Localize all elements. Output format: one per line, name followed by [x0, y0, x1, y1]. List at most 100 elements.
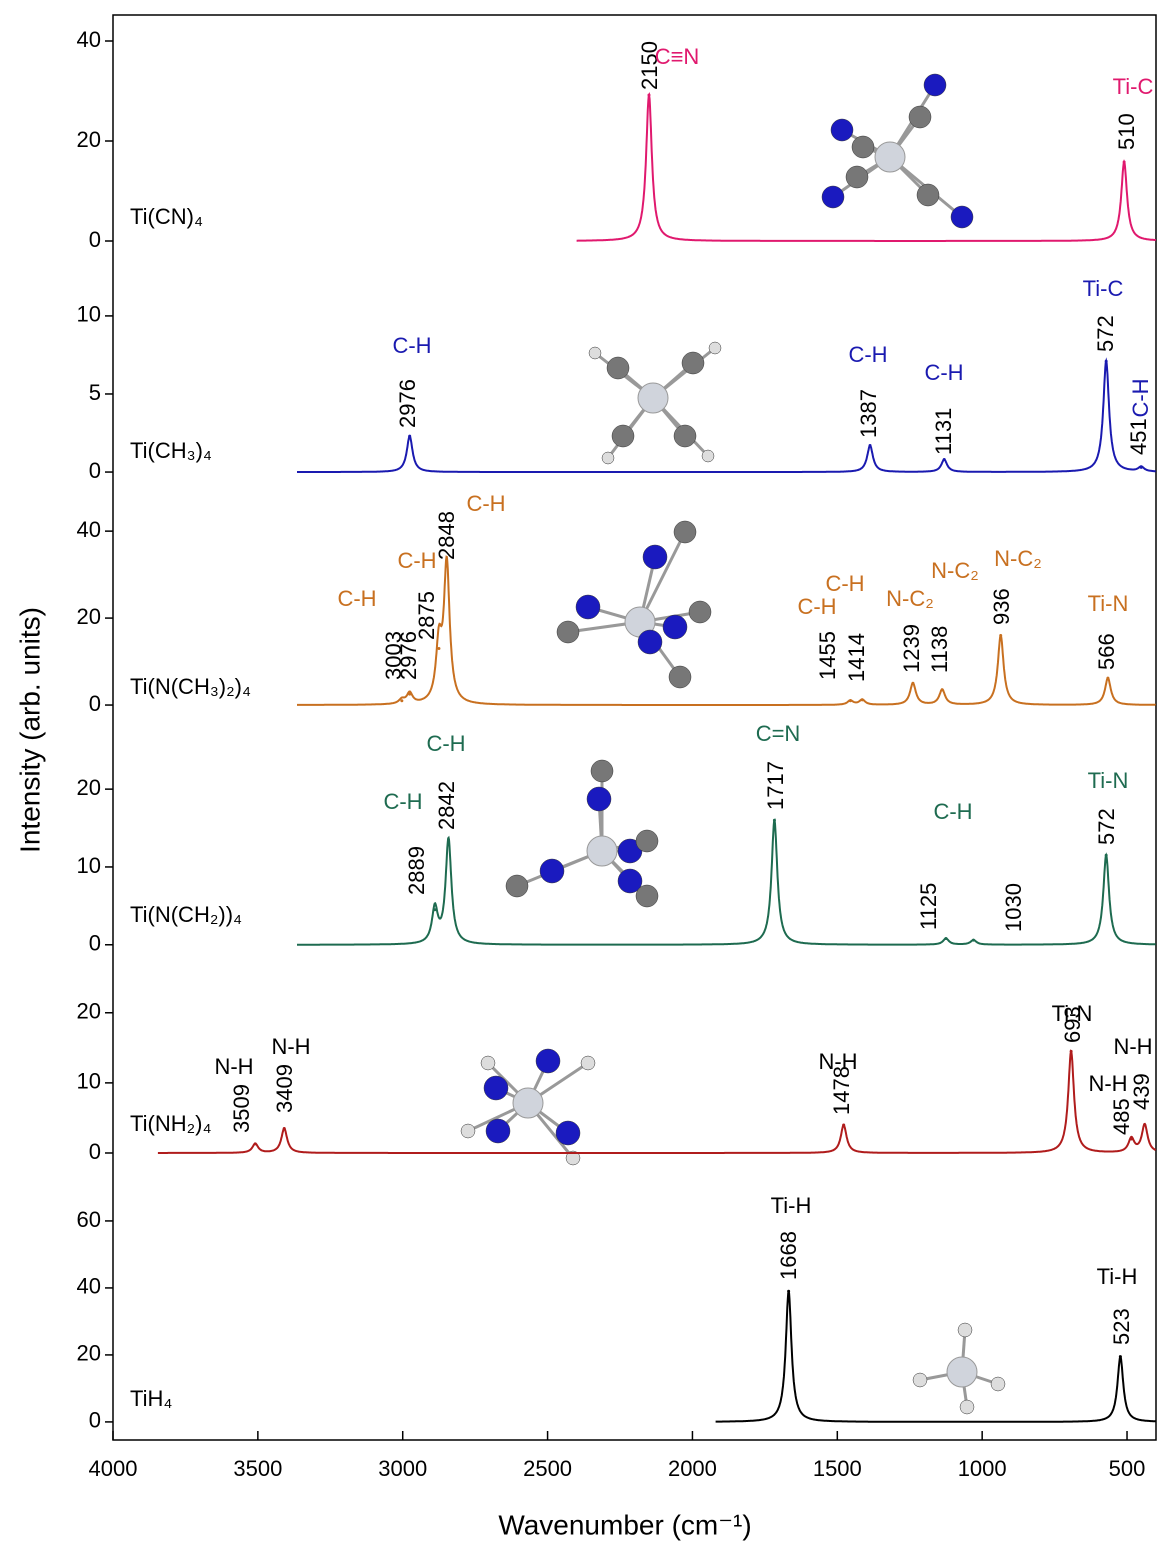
peak-label: 2976 — [396, 631, 421, 680]
peak-label: 510 — [1114, 113, 1139, 150]
peak-marker — [860, 698, 864, 702]
atom — [851, 135, 875, 159]
atom — [606, 356, 630, 380]
peak-marker — [940, 688, 944, 692]
peak-marker — [647, 93, 651, 97]
atom — [555, 1120, 581, 1146]
peak-marker — [1104, 853, 1108, 857]
x-tick-label: 1000 — [958, 1456, 1007, 1481]
peak-label: 3509 — [229, 1084, 254, 1133]
atom — [601, 451, 615, 465]
y-tick-label: 20 — [77, 604, 101, 629]
atom — [916, 183, 940, 207]
bond-label: N-H — [818, 1049, 857, 1074]
peak-marker — [772, 818, 776, 822]
peak-label: 1478 — [829, 1066, 854, 1115]
spectrum-curve — [715, 1291, 1156, 1423]
atom-ti — [874, 141, 906, 173]
peak-label: 1668 — [776, 1231, 801, 1280]
bond-label: Ti-H — [771, 1193, 812, 1218]
atom-ti — [637, 382, 669, 414]
bond-label: N-H — [214, 1054, 253, 1079]
x-tick-label: 500 — [1109, 1456, 1146, 1481]
atom — [637, 629, 663, 655]
x-tick-label: 4000 — [89, 1456, 138, 1481]
peak-marker — [445, 564, 449, 568]
atom — [642, 544, 668, 570]
compound-name: Ti(N(CH₂))₄ — [130, 902, 242, 927]
atom-ti — [586, 835, 618, 867]
atom — [575, 594, 601, 620]
atom — [483, 1075, 509, 1101]
peak-marker — [408, 434, 412, 438]
atom — [662, 614, 688, 640]
spectrum-curve — [576, 91, 1157, 242]
atom — [673, 520, 697, 544]
plot-frame — [112, 14, 1157, 1441]
atom — [990, 1376, 1006, 1392]
peak-marker — [1122, 160, 1126, 164]
peak-label: 1138 — [927, 626, 952, 673]
atom — [539, 858, 565, 884]
y-tick-label: 10 — [77, 1069, 101, 1094]
atom — [908, 105, 932, 129]
peak-marker — [999, 633, 1003, 637]
atom — [959, 1399, 975, 1415]
atom-ti — [946, 1356, 978, 1388]
peak-marker — [911, 681, 915, 685]
peak-label: 523 — [1109, 1308, 1134, 1345]
peak-marker — [1106, 676, 1110, 680]
peak-label: 936 — [989, 588, 1014, 625]
y-tick-label: 0 — [89, 931, 101, 956]
atom — [688, 600, 712, 624]
spectrum-curve — [297, 818, 1156, 946]
atom — [821, 185, 845, 209]
atom — [673, 424, 697, 448]
bond-label: Ti-N — [1052, 1001, 1093, 1026]
peak-marker — [253, 1142, 257, 1146]
y-axis-title: Intensity (arb. units) — [14, 607, 45, 853]
peak-label: 2976 — [395, 379, 420, 428]
atom — [611, 424, 635, 448]
peak-label: 1387 — [856, 389, 881, 438]
atom — [668, 665, 692, 689]
atom — [590, 759, 614, 783]
bond-label: C-H — [397, 548, 436, 573]
atom — [505, 874, 529, 898]
bond-label: C-H — [825, 571, 864, 596]
x-tick-label: 3500 — [233, 1456, 282, 1481]
y-tick-label: 0 — [89, 458, 101, 483]
atom — [950, 205, 974, 229]
bond-label: Ti-N — [1088, 768, 1129, 793]
bond-label: Ti-C — [1083, 276, 1124, 301]
bond-label: N-H — [1088, 1071, 1127, 1096]
bond-label: C-H — [797, 594, 836, 619]
compound-name: Ti(CH₃)₄ — [130, 438, 212, 463]
peak-marker — [868, 444, 872, 448]
bond-label: C=N — [756, 721, 801, 746]
peak-marker — [282, 1126, 286, 1130]
bond-label: C-H — [1128, 378, 1153, 417]
bond-label: N-H — [1113, 1034, 1152, 1059]
peak-label: 3409 — [272, 1064, 297, 1113]
peak-label: 2150 — [637, 41, 662, 90]
atom — [635, 829, 659, 853]
bond-label: C-H — [466, 491, 505, 516]
atom — [480, 1055, 496, 1071]
peak-label: 439 — [1129, 1073, 1154, 1110]
x-axis-title: Wavenumber (cm⁻¹) — [498, 1509, 751, 1540]
peak-label: 1239 — [899, 624, 924, 673]
x-tick-label: 1500 — [813, 1456, 862, 1481]
atom — [565, 1150, 581, 1166]
bond-label: C-H — [383, 789, 422, 814]
atom — [912, 1372, 928, 1388]
peak-marker — [787, 1289, 791, 1293]
peak-label: 1414 — [844, 633, 869, 682]
bond-label: N-C₂ — [886, 586, 934, 611]
atom — [681, 351, 705, 375]
peak-label: 3003 — [381, 631, 406, 680]
peak-label: 572 — [1093, 315, 1118, 352]
peak-marker — [944, 937, 948, 941]
atom — [580, 1055, 596, 1071]
